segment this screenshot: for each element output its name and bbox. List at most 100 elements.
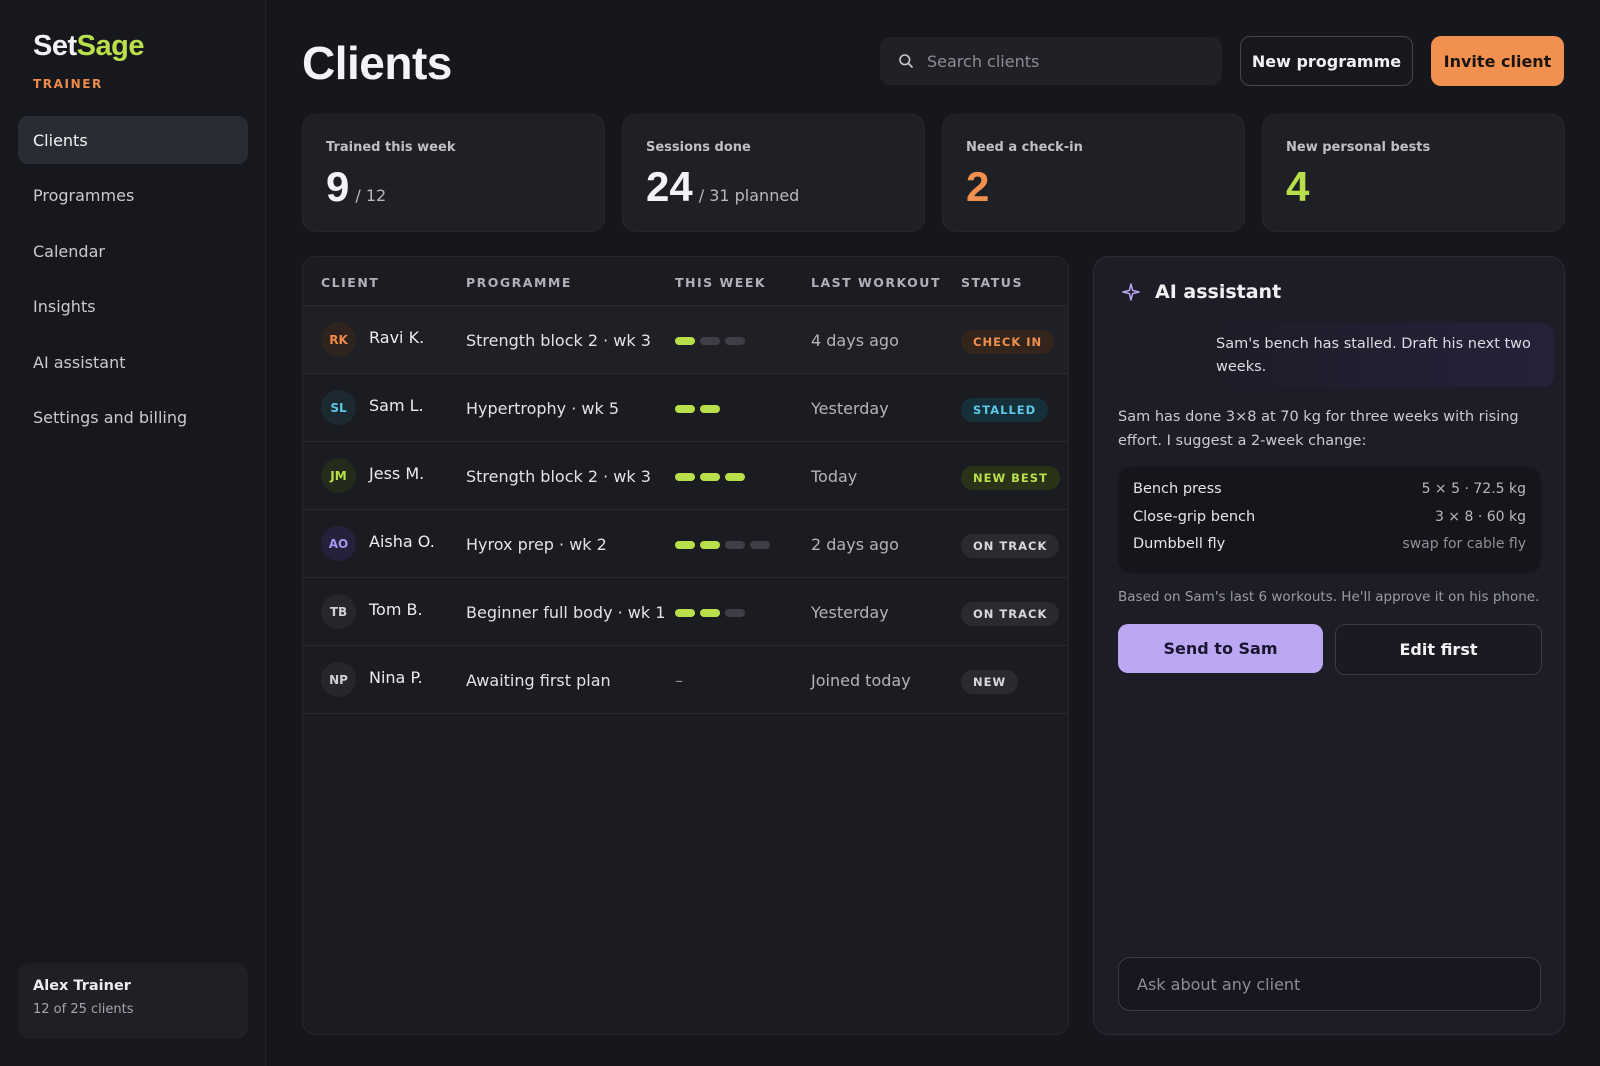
user-message-bubble: Sam's bench has stalled. Draft his next … — [1216, 323, 1554, 387]
client-name[interactable]: Jess M. — [369, 464, 425, 483]
column-header-this-week[interactable]: THIS WEEK — [675, 275, 767, 290]
week-progress — [675, 609, 745, 617]
stat-value: 9 — [326, 163, 350, 210]
avatar: RK — [321, 322, 356, 357]
brand-name-part: Set — [33, 30, 77, 62]
status-badge: ON TRACK — [961, 534, 1060, 558]
ai-reply: Sam has done 3×8 at 70 kg for three week… — [1118, 409, 1519, 449]
sidebar-item-calendar[interactable]: Calendar — [18, 227, 248, 275]
table-row[interactable]: RK Ravi K. Strength block 2 · wk 3 4 days a… — [303, 306, 1068, 374]
stat-label: Sessions done — [646, 140, 751, 155]
status-badge: ON TRACK — [961, 602, 1060, 626]
column-header-status[interactable]: STATUS — [961, 275, 1023, 290]
table-row[interactable]: SL Sam L. Hypertrophy · wk 5 Yesterday STALL… — [303, 374, 1068, 442]
sidebar-item-insights[interactable]: Insights — [18, 283, 248, 331]
table-row[interactable]: JM Jess M. Strength block 2 · wk 3 Today NEW… — [303, 442, 1068, 510]
client-programme: Awaiting first plan — [466, 671, 611, 690]
plan-exercise: Bench press — [1133, 481, 1222, 497]
client-name[interactable]: Nina P. — [369, 668, 423, 687]
week-session-pill — [675, 405, 695, 413]
clients-table: CLIENT PROGRAMME THIS WEEK LAST WORKOUT … — [302, 256, 1069, 1035]
avatar: SL — [321, 390, 356, 425]
last-workout: 2 days ago — [811, 535, 899, 554]
sidebar-item-label: Insights — [33, 297, 96, 316]
client-programme: Strength block 2 · wk 3 — [466, 467, 651, 486]
sidebar-item-settings-billing[interactable]: Settings and billing — [18, 394, 248, 442]
week-session-pill — [750, 541, 770, 549]
ask-box[interactable] — [1118, 957, 1541, 1011]
send-to-sam-button[interactable]: Send to Sam — [1118, 624, 1323, 673]
sidebar-item-label: Clients — [33, 130, 88, 150]
plan-value: 3 × 8 · 60 kg — [1434, 508, 1526, 525]
plan-value: 5 × 5 · 72.5 kg — [1421, 481, 1526, 497]
search-box[interactable] — [880, 37, 1222, 85]
ai-assistant-panel: AI assistant Sam's bench has stalled. Dr… — [1093, 256, 1565, 1035]
plan-row: Bench press 5 × 5 · 72.5 kg — [1133, 481, 1526, 509]
new-programme-button[interactable]: New programme — [1240, 36, 1413, 86]
table-row[interactable]: NP Nina P. Awaiting first plan – Joined toda… — [303, 646, 1068, 714]
week-session-pill — [700, 609, 720, 617]
avatar: AO — [321, 526, 356, 561]
stat-value: 4 — [1286, 163, 1310, 210]
role-label: TRAINER — [33, 77, 103, 91]
search-input[interactable] — [927, 51, 1207, 71]
stat-card-trained: Trained this week 9 / 12 — [302, 114, 605, 232]
table-body: RK Ravi K. Strength block 2 · wk 3 4 days a… — [303, 306, 1068, 714]
week-session-pill — [700, 337, 720, 345]
table-row[interactable]: TB Tom B. Beginner full body · wk 1 Yesterd… — [303, 578, 1068, 646]
plan-row: Close-grip bench 3 × 8 · 60 kg — [1133, 509, 1526, 537]
brand-logo[interactable]: SetSage — [33, 30, 144, 63]
stat-card-checkin[interactable]: Need a check-in 2 — [942, 114, 1245, 232]
sidebar-item-programmes[interactable]: Programmes — [18, 172, 248, 220]
client-programme: Hyrox prep · wk 2 — [466, 535, 607, 554]
sidebar-item-label: Calendar — [33, 241, 105, 261]
week-session-pill — [725, 473, 745, 481]
stat-value: 2 — [966, 163, 990, 210]
last-workout: Joined today — [811, 671, 911, 690]
client-name[interactable]: Ravi K. — [369, 328, 425, 347]
invite-client-button[interactable]: Invite client — [1431, 36, 1564, 86]
client-programme: Strength block 2 · wk 3 — [466, 331, 651, 350]
sidebar-item-label: AI assistant — [33, 352, 126, 372]
last-workout: Today — [811, 467, 858, 486]
sidebar-item-label: Settings and billing — [33, 408, 188, 427]
avatar: JM — [321, 458, 356, 493]
sidebar-nav: Clients Programmes Calendar Insights AI … — [18, 116, 248, 449]
week-progress — [675, 473, 745, 481]
sparkle-icon — [1122, 283, 1140, 301]
column-header-client[interactable]: CLIENT — [321, 275, 380, 290]
stat-card-personal-bests[interactable]: New personal bests 4 — [1262, 114, 1565, 232]
user-card[interactable]: Alex Trainer 12 of 25 clients — [18, 963, 248, 1039]
week-session-pill — [700, 541, 720, 549]
last-workout: 4 days ago — [811, 331, 899, 350]
stat-subvalue: / 31 planned — [698, 186, 800, 205]
column-header-programme[interactable]: PROGRAMME — [466, 275, 572, 290]
week-progress — [675, 337, 745, 345]
status-badge: NEW — [961, 670, 1019, 694]
status-badge: STALLED — [961, 398, 1049, 422]
plan-row: Dumbbell fly swap for cable fly — [1133, 536, 1526, 564]
client-name[interactable]: Sam L. — [369, 396, 424, 415]
avatar: TB — [321, 594, 356, 629]
ask-input[interactable] — [1137, 974, 1527, 994]
column-header-last-workout[interactable]: LAST WORKOUT — [811, 275, 941, 290]
sidebar-item-clients[interactable]: Clients — [18, 116, 248, 164]
sidebar-item-ai-assistant[interactable]: AI assistant — [18, 338, 248, 386]
search-icon — [899, 54, 913, 68]
edit-first-button[interactable]: Edit first — [1335, 624, 1542, 675]
week-progress — [675, 541, 770, 549]
plan-value: swap for cable fly — [1402, 536, 1526, 552]
stat-subvalue: / 12 — [355, 186, 387, 205]
week-progress — [675, 405, 720, 413]
client-name[interactable]: Tom B. — [369, 600, 423, 619]
table-row[interactable]: AO Aisha O. Hyrox prep · wk 2 2 days ago ON … — [303, 510, 1068, 578]
stat-card-sessions: Sessions done 24 / 31 planned — [622, 114, 925, 232]
suggested-plan: Bench press 5 × 5 · 72.5 kg Close-grip b… — [1118, 467, 1541, 573]
client-programme: Hypertrophy · wk 5 — [466, 399, 620, 418]
sidebar-item-label: Programmes — [33, 186, 135, 205]
user-name: Alex Trainer — [33, 978, 131, 994]
week-session-pill — [675, 609, 695, 617]
week-session-pill — [700, 405, 720, 413]
client-name[interactable]: Aisha O. — [369, 532, 435, 551]
week-session-pill — [675, 541, 695, 549]
